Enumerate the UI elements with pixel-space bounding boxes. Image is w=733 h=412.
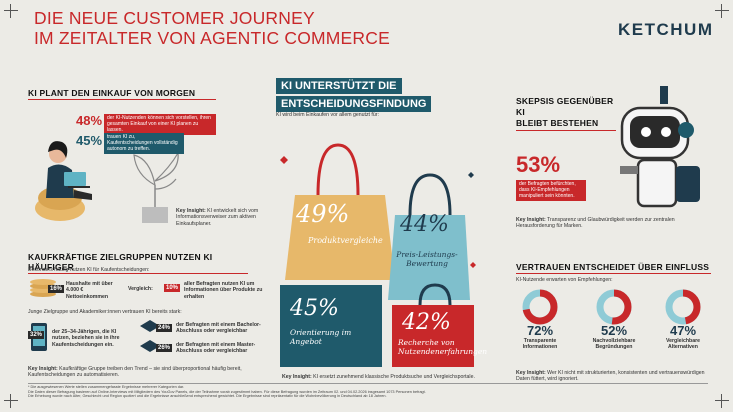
age-pct: 32% xyxy=(28,331,45,339)
compare-label: Vergleich: xyxy=(128,286,153,292)
bag3-pct: 45% xyxy=(290,296,339,321)
title-line-2: IM ZEITALTER VON AGENTIC COMMERCE xyxy=(34,28,390,48)
ketchum-logo: KETCHUM xyxy=(618,20,714,39)
title-line-1: DIE NEUE CUSTOMER JOURNEY xyxy=(34,8,315,28)
skepsis-insight-text: Transparenz und Glaubwürdigkeit werden z… xyxy=(516,217,675,230)
footer-note-1: * Die ausgewiesenen Werte stellen zusamm… xyxy=(28,385,185,389)
skepsis-insight-label: Key Insight: xyxy=(516,217,546,223)
decision-insight: Key Insight: KI ersetzt zunehmend klassi… xyxy=(282,374,482,380)
shopping-bags-illustration xyxy=(280,143,476,367)
trust-item-1: 72% Transparente Informationen xyxy=(516,323,564,351)
decision-heading: KI UNTERSTÜTZT DIE ENTSCHEIDUNGSFINDUNG xyxy=(276,76,432,112)
groups-insight: Key Insight: Kaufkräftige Gruppe treiben… xyxy=(28,366,258,379)
households-pct: 16% xyxy=(48,285,65,293)
decision-insight-label: Key Insight: xyxy=(282,374,312,380)
bachelor-pct: 24% xyxy=(156,324,173,332)
decision-subtitle: KI wird beim Einkaufen vor allem genutzt… xyxy=(276,112,379,118)
trust-donuts: 72% Transparente Informationen 52% Nachv… xyxy=(516,287,716,367)
groups-insight-text: Kaufkräftige Gruppe treiben den Trend – … xyxy=(28,366,242,379)
bag-produktvergleiche xyxy=(285,195,395,280)
plan-stat1-text: der KI-Nutzenden können sich vorstellen,… xyxy=(104,114,216,135)
trust-item-2: 52% Nachvollziehbare Begründungen xyxy=(584,323,644,351)
trust-insight-label: Key Insight: xyxy=(516,370,546,376)
compare-text: aller Befragten nutzen KI um Information… xyxy=(184,281,263,300)
corner-mark xyxy=(4,4,18,18)
bachelor-text: der Befragten mit einem Bachelor-Abschlu… xyxy=(176,322,261,335)
trust-item-3-pct: 47% xyxy=(669,323,697,338)
skepsis-heading-line2: BLEIBT BESTEHEN xyxy=(516,118,599,128)
footer-notes: * Die ausgewiesenen Werte stellen zusamm… xyxy=(28,385,718,399)
corner-mark xyxy=(4,394,18,408)
trust-heading: VERTRAUEN ENTSCHEIDET ÜBER EINFLUSS xyxy=(516,262,711,274)
master-text: der Befragten mit einem Master-Abschluss… xyxy=(176,342,256,355)
bag2-label: Preis-Leistungs-Bewertung xyxy=(396,250,458,268)
compare-pct: 10% xyxy=(164,284,181,292)
trust-item-1-label: Transparente Informationen xyxy=(522,338,558,351)
trust-donut-arc-2 xyxy=(596,289,632,325)
trust-item-2-pct: 52% xyxy=(600,323,628,338)
trust-item-2-label: Nachvollziehbare Begründungen xyxy=(592,338,636,351)
plan-stat2-value: 45% xyxy=(76,133,103,148)
footer-note-2: Die Daten dieser Befragung basieren auf … xyxy=(28,389,426,394)
groups-insight-label: Key Insight: xyxy=(28,366,58,372)
decision-insight-text: KI ersetzt zunehmend klassische Produkts… xyxy=(313,374,475,380)
bag1-pct: 49% xyxy=(296,200,350,228)
decision-heading-line2: ENTSCHEIDUNGSFINDUNG xyxy=(276,96,432,112)
young-intro: Junge Zielgruppe und Akademiker:innen ve… xyxy=(28,309,182,315)
corner-mark xyxy=(715,394,729,408)
graduation-cap-icon xyxy=(140,320,160,352)
groups-intro: Besonders häufig nutzen KI für Kaufentsc… xyxy=(28,267,150,273)
trust-insight-text: Wer KI nicht mit strukturierten, konsist… xyxy=(516,370,705,383)
skepsis-stat-text: der Befragten befürchten, dass KI-Empfeh… xyxy=(516,180,586,201)
trust-item-1-pct: 72% xyxy=(526,323,554,338)
skepsis-heading: SKEPSIS GEGENÜBER KI BLEIBT BESTEHEN xyxy=(516,96,616,131)
bag4-label: Recherche von Nutzendenerfahrungen xyxy=(398,338,488,356)
plan-insight: Key Insight: KI entwickelt sich vom Info… xyxy=(176,208,266,227)
footer-note-3: Die Erhebung wurde nach Alter, Geschlech… xyxy=(28,394,387,399)
trust-item-3: 47% Vergleichbare Alternativen xyxy=(656,323,710,351)
footer-divider xyxy=(28,383,708,384)
skepsis-stat-value: 53% xyxy=(516,152,561,177)
robot-illustration xyxy=(620,86,700,208)
skepsis-insight: Key Insight: Transparenz und Glaubwürdig… xyxy=(516,217,711,230)
plant-illustration xyxy=(133,151,179,223)
bag-recherche xyxy=(392,305,474,367)
page-title: DIE NEUE CUSTOMER JOURNEY IM ZEITALTER V… xyxy=(34,8,390,48)
person-with-laptop-illustration xyxy=(35,141,92,221)
corner-mark xyxy=(715,4,729,18)
plan-insight-label: Key Insight: xyxy=(176,208,206,214)
trust-donut-arc-3 xyxy=(665,289,701,325)
plan-stat1-value: 48% xyxy=(76,113,103,128)
bag4-pct: 42% xyxy=(402,310,451,335)
trust-item-3-label: Vergleichbare Alternativen xyxy=(665,338,701,351)
plan-stat2-text: trauen KI zu, Kaufentscheidungen vollstä… xyxy=(104,133,184,154)
trust-insight: Key Insight: Wer KI nicht mit strukturie… xyxy=(516,370,711,383)
bag2-pct: 44% xyxy=(400,212,449,237)
bag-orientierung xyxy=(280,285,382,367)
bag3-label: Orientierung im Angebot xyxy=(290,328,352,346)
age-text: der 25–34-Jährigen, die KI nutzen, bezie… xyxy=(52,329,120,348)
trust-intro: KI-Nutzende erwarten von Empfehlungen: xyxy=(516,277,613,283)
bag-preis-leistung xyxy=(388,215,470,300)
skepsis-heading-line1: SKEPSIS GEGENÜBER KI xyxy=(516,96,614,117)
trust-donut-chart xyxy=(522,289,701,325)
groups-heading: KAUFKRÄFTIGE ZIELGRUPPEN NUTZEN KI HÄUFI… xyxy=(28,252,248,274)
trust-donut-arc-1 xyxy=(522,289,558,325)
plan-heading: KI PLANT DEN EINKAUF VON MORGEN xyxy=(28,88,216,100)
households-text: Haushalte mit über 4.000 € Nettoeinkomme… xyxy=(66,281,113,300)
bag1-label: Produktvergleiche xyxy=(308,236,383,245)
decision-heading-line1: KI UNTERSTÜTZT DIE xyxy=(276,78,402,94)
master-pct: 26% xyxy=(156,344,173,352)
plan-insight-text: KI entwickelt sich vom Informationsverwe… xyxy=(176,208,259,227)
